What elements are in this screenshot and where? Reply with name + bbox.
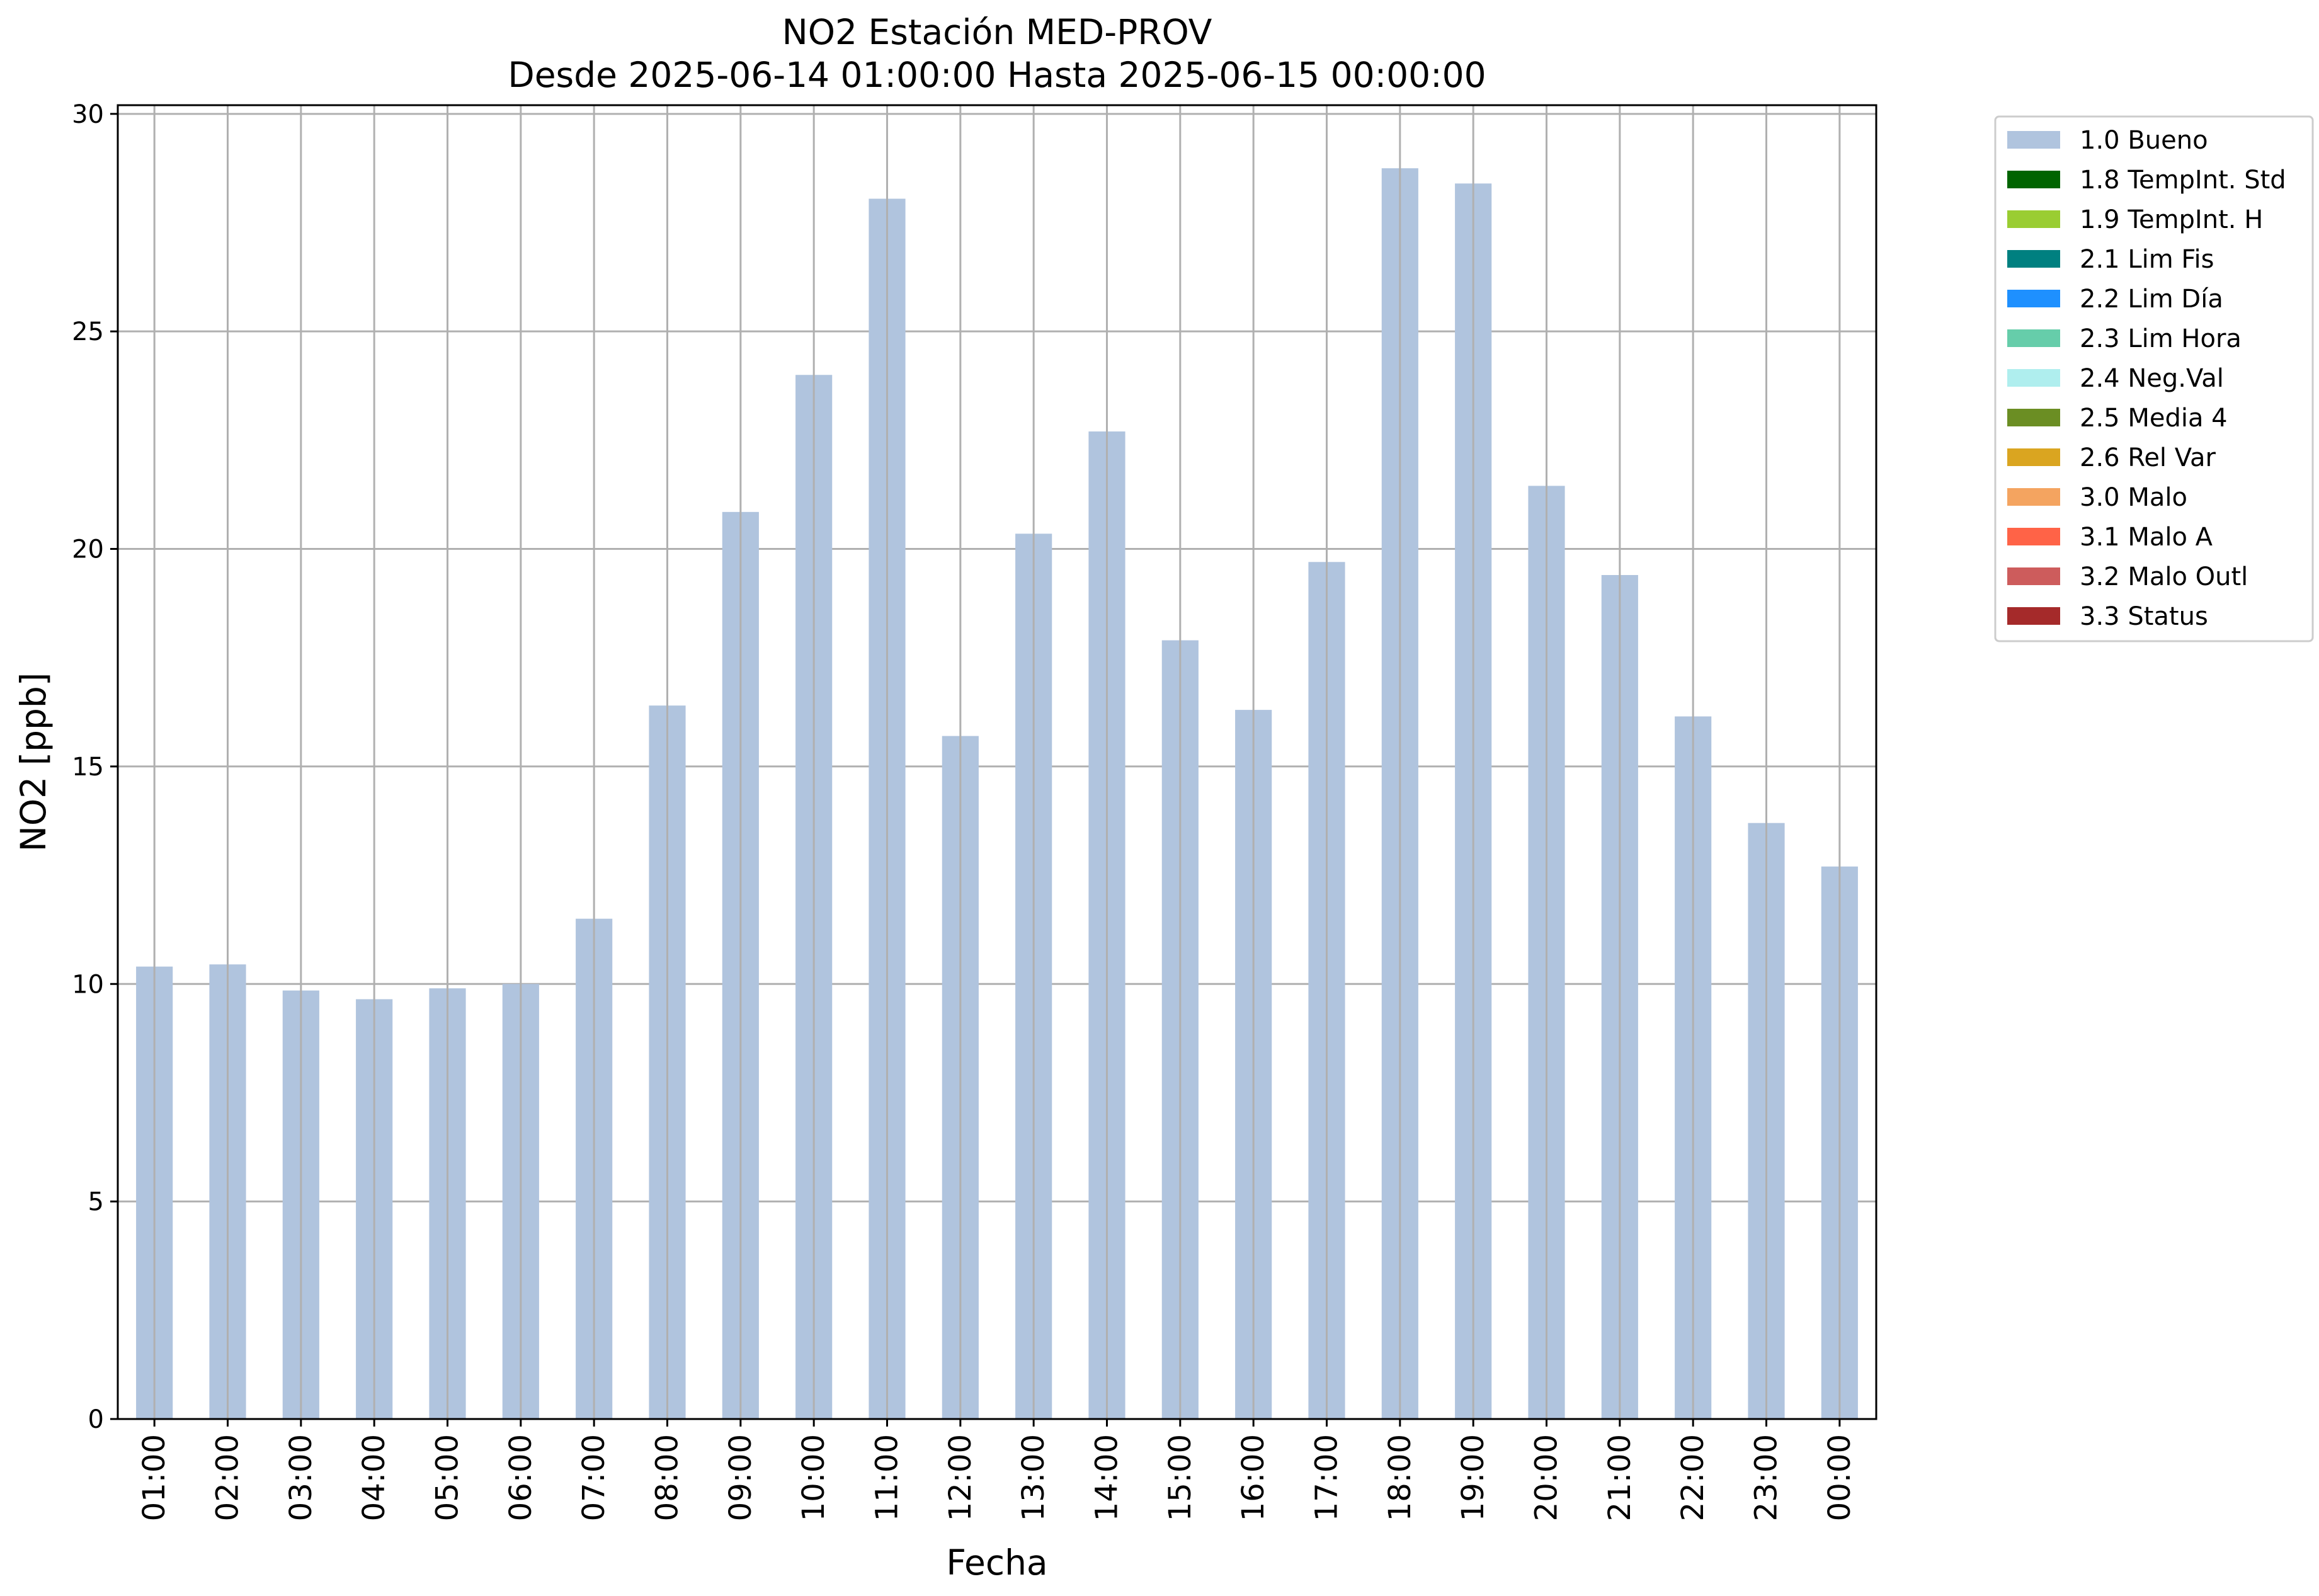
y-axis-ticks: 0 5 10 15 20 25 30 [72, 100, 118, 1434]
legend-swatch [2007, 171, 2060, 188]
legend-label: 3.1 Malo A [2080, 523, 2213, 552]
x-tick-label: 17:00 [1309, 1434, 1345, 1521]
legend-label: 1.8 TempInt. Std [2080, 166, 2286, 195]
plot-frame [117, 104, 1877, 1420]
legend-label: 1.9 TempInt. H [2080, 205, 2263, 234]
x-tick-label: 15:00 [1163, 1434, 1198, 1521]
legend-label: 3.2 Malo Outl [2080, 562, 2248, 591]
x-tick-label: 19:00 [1456, 1434, 1491, 1521]
y-axis-label: NO2 [ppb] [13, 673, 54, 852]
x-tick-label: 09:00 [723, 1434, 758, 1521]
legend-swatch [2007, 250, 2060, 268]
x-tick-label: 03:00 [283, 1434, 319, 1521]
y-tick-label: 5 [88, 1188, 104, 1217]
y-tick-label: 20 [72, 535, 104, 564]
y-tick-label: 0 [88, 1405, 104, 1434]
legend-swatch [2007, 607, 2060, 625]
legend-label: 2.3 Lim Hora [2080, 324, 2242, 353]
legend-frame [1994, 115, 2314, 642]
chart-title: NO2 Estación MED-PROV [782, 12, 1212, 52]
x-tick-label: 02:00 [210, 1434, 246, 1521]
x-tick-label: 12:00 [943, 1434, 978, 1521]
legend-label: 2.1 Lim Fis [2080, 245, 2214, 274]
legend-label: 1.0 Bueno [2080, 126, 2208, 155]
x-tick-label: 18:00 [1382, 1434, 1418, 1521]
legend-label: 2.4 Neg.Val [2080, 364, 2224, 393]
legend-swatch [2007, 488, 2060, 506]
y-tick-label: 25 [72, 317, 104, 346]
y-tick-label: 30 [72, 100, 104, 129]
x-tick-label: 06:00 [503, 1434, 538, 1521]
x-tick-label: 21:00 [1602, 1434, 1638, 1521]
y-tick-label: 10 [72, 970, 104, 999]
legend-label: 2.2 Lim Día [2080, 285, 2223, 314]
legend-label: 2.5 Media 4 [2080, 404, 2228, 433]
legend-swatch [2007, 528, 2060, 545]
legend: 1.0 Bueno 1.8 TempInt. Std 1.9 TempInt. H 2… [1994, 115, 2314, 642]
legend-swatch [2007, 409, 2060, 426]
x-tick-label: 01:00 [137, 1434, 172, 1521]
x-tick-label: 20:00 [1529, 1434, 1564, 1521]
legend-swatch [2007, 131, 2060, 149]
legend-label: 3.3 Status [2080, 602, 2208, 631]
bars-group [136, 105, 1858, 1420]
legend-swatch [2007, 448, 2060, 466]
legend-swatch [2007, 210, 2060, 228]
x-tick-label: 14:00 [1090, 1434, 1125, 1521]
legend-label: 2.6 Rel Var [2080, 443, 2216, 472]
legend-label: 3.0 Malo [2080, 483, 2187, 512]
x-tick-label: 00:00 [1822, 1434, 1857, 1521]
x-tick-label: 23:00 [1749, 1434, 1784, 1521]
x-tick-label: 04:00 [356, 1434, 392, 1521]
chart-subtitle: Desde 2025-06-14 01:00:00 Hasta 2025-06-… [508, 55, 1486, 95]
x-tick-label: 08:00 [650, 1434, 685, 1521]
legend-swatch [2007, 369, 2060, 387]
y-tick-label: 15 [72, 753, 104, 782]
x-tick-label: 10:00 [796, 1434, 831, 1521]
legend-swatch [2007, 329, 2060, 347]
x-tick-label: 22:00 [1675, 1434, 1711, 1521]
x-axis-ticks: 01:00 02:00 03:00 04:00 05:00 06:00 07:00 08:00… [137, 1419, 1857, 1521]
x-tick-label: 07:00 [576, 1434, 612, 1521]
legend-swatch [2007, 290, 2060, 307]
x-tick-label: 16:00 [1236, 1434, 1271, 1521]
x-axis-label: Fecha [946, 1542, 1047, 1583]
legend-swatch [2007, 567, 2060, 585]
grid-lines [118, 113, 1876, 1420]
x-tick-label: 05:00 [430, 1434, 465, 1521]
x-tick-label: 11:00 [870, 1434, 905, 1521]
x-tick-label: 13:00 [1016, 1434, 1051, 1521]
